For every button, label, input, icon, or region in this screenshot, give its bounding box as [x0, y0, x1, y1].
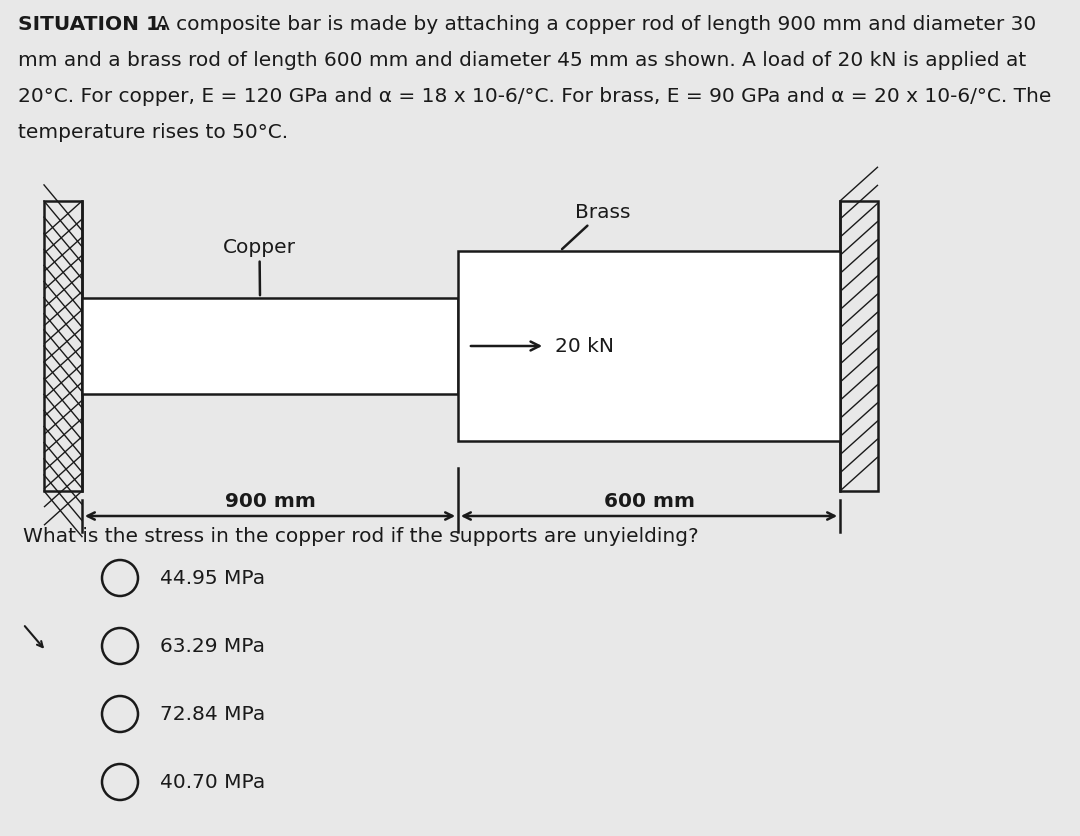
Text: A composite bar is made by attaching a copper rod of length 900 mm and diameter : A composite bar is made by attaching a c… — [156, 15, 1036, 34]
Text: 63.29 MPa: 63.29 MPa — [160, 637, 265, 655]
Bar — [82, 298, 458, 395]
Text: 20 kN: 20 kN — [555, 337, 615, 356]
Text: What is the stress in the copper rod if the supports are unyielding?: What is the stress in the copper rod if … — [23, 527, 699, 545]
Text: 40.70 MPa: 40.70 MPa — [160, 772, 266, 792]
Bar — [840, 201, 878, 492]
Text: temperature rises to 50°C.: temperature rises to 50°C. — [18, 123, 288, 142]
Text: 20°C. For copper, E = 120 GPa and α = 18 x 10-6/°C. For brass, E = 90 GPa and α : 20°C. For copper, E = 120 GPa and α = 18… — [18, 87, 1051, 106]
Text: SITUATION 1.: SITUATION 1. — [18, 15, 167, 34]
Text: 600 mm: 600 mm — [604, 492, 694, 511]
Bar — [44, 201, 82, 492]
Text: 72.84 MPa: 72.84 MPa — [160, 705, 266, 724]
Text: Copper: Copper — [222, 237, 296, 296]
Text: 44.95 MPa: 44.95 MPa — [160, 568, 265, 588]
Text: 900 mm: 900 mm — [225, 492, 315, 511]
Bar — [458, 252, 840, 441]
Text: Brass: Brass — [562, 203, 631, 250]
Text: mm and a brass rod of length 600 mm and diameter 45 mm as shown. A load of 20 kN: mm and a brass rod of length 600 mm and … — [18, 51, 1026, 70]
